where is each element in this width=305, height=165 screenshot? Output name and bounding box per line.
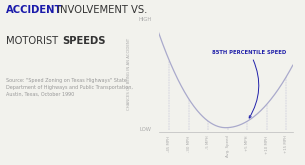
Text: -30 MPH: -30 MPH [187, 135, 191, 152]
Text: MOTORIST: MOTORIST [6, 36, 61, 46]
Text: +10 MPH: +10 MPH [265, 135, 269, 154]
Text: -5 MPH: -5 MPH [206, 135, 210, 149]
Text: CHANCES OF BEING IN AN ACCIDENT: CHANCES OF BEING IN AN ACCIDENT [127, 38, 131, 110]
Text: SPEEDS: SPEEDS [62, 36, 106, 46]
Text: INVOLVEMENT VS.: INVOLVEMENT VS. [54, 5, 147, 15]
Text: Avg. Speed: Avg. Speed [226, 135, 230, 157]
Text: -45 MPH: -45 MPH [167, 135, 171, 152]
Text: +15 MPH: +15 MPH [284, 135, 288, 153]
Text: 85TH PERCENTILE SPEED: 85TH PERCENTILE SPEED [212, 50, 286, 118]
Text: HIGH: HIGH [138, 16, 152, 21]
Text: +5 MPH: +5 MPH [245, 135, 249, 151]
Text: Source: "Speed Zoning on Texas Highways" State
Department of Highways and Public: Source: "Speed Zoning on Texas Highways"… [6, 78, 133, 97]
Text: LOW: LOW [139, 127, 151, 132]
Text: ACCIDENT: ACCIDENT [6, 5, 62, 15]
